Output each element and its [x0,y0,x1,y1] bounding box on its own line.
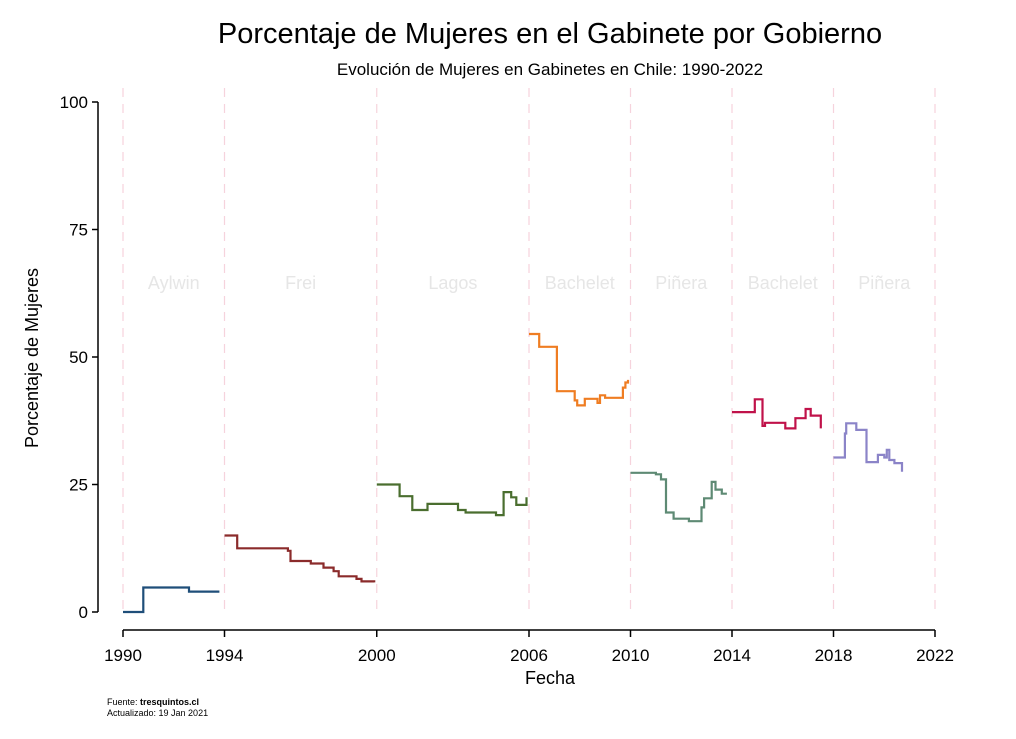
series-line-1 [224,534,376,583]
series-line-0 [123,586,220,614]
y-axis-title: Porcentaje de Mujeres [22,268,42,448]
x-tick-label-0: 1990 [104,646,142,665]
chart-subtitle: Evolución de Mujeres en Gabinetes en Chi… [336,60,764,79]
axes: 0 25 50 75 100 1990 1994 2000 2006 2010 2014 2018 20… [60,93,954,665]
y-tick-label-1: 25 [69,476,88,495]
y-tick-label-2: 50 [69,348,88,367]
x-tick-label-4: 2010 [612,646,650,665]
x-axis-title: Fecha [525,668,576,688]
period-boundaries [122,88,936,612]
updated-date: Actualizado: 19 Jan 2021 [107,708,209,718]
y-tick-label-0: 0 [79,603,88,622]
series-line-6 [833,422,904,472]
x-tick-label-5: 2014 [713,646,751,665]
period-label-3: Bachelet [545,273,615,293]
period-label-0: Aylwin [148,273,200,293]
period-label-6: Piñera [858,273,911,293]
source-note: Fuente: tresquintos.cl Actualizado: 19 J… [107,697,208,719]
x-tick-label-2: 2000 [358,646,396,665]
x-tick-label-3: 2006 [510,646,548,665]
y-tick-label-4: 100 [60,93,88,112]
period-label-4: Piñera [655,273,708,293]
period-label-5: Bachelet [748,273,818,293]
x-tick-label-1: 1994 [206,646,244,665]
y-tick-label-3: 75 [69,221,88,240]
chart-title: Porcentaje de Mujeres en el Gabinete por… [217,18,883,50]
series-line-2 [376,483,528,517]
x-tick-label-7: 2022 [916,646,954,665]
series-lines [123,332,904,614]
series-line-4 [630,471,727,523]
period-label-2: Lagos [428,273,477,293]
series-line-5 [732,398,822,430]
x-tick-label-6: 2018 [815,646,853,665]
series-line-3 [529,332,630,407]
source-site: tresquintos.cl [140,697,200,707]
period-labels: Aylwin Frei Lagos Bachelet Piñera Bachelet Piñ… [148,273,911,293]
source-prefix: Fuente: [107,697,141,707]
period-label-1: Frei [285,273,316,293]
